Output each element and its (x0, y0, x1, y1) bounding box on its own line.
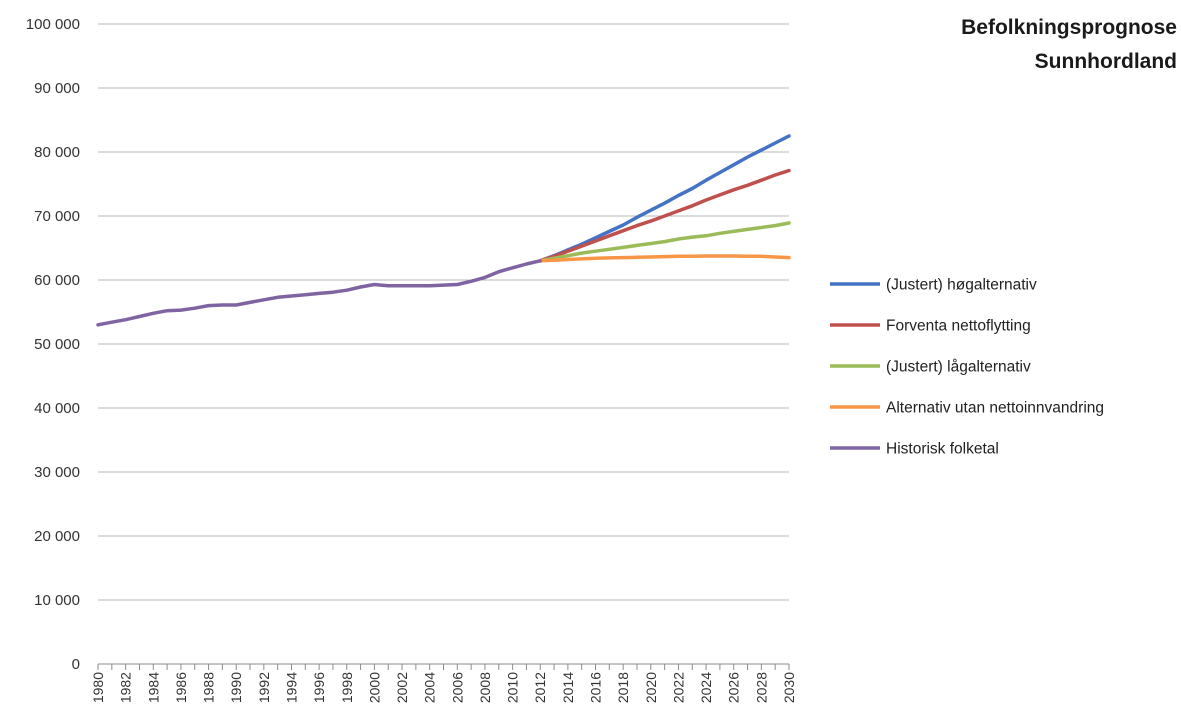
y-tick-label: 50 000 (34, 336, 80, 353)
y-tick-label: 40 000 (34, 400, 80, 417)
y-tick-label: 70 000 (34, 208, 80, 225)
chart-title-line-1: Befolkningsprognose (961, 16, 1177, 39)
x-tick-label: 2022 (670, 672, 686, 703)
x-tick-label: 1986 (173, 672, 189, 703)
x-tick-label: 2016 (588, 672, 604, 703)
series-line-3 (538, 254, 791, 263)
x-tick-label: 1992 (256, 672, 272, 703)
x-tick-label: 2028 (753, 672, 769, 703)
x-tick-label: 2018 (615, 672, 631, 703)
x-tick-label: 2012 (532, 672, 548, 703)
y-axis-tick-labels: 0 10 000 20 000 30 000 40 000 50 000 60 000 70 … (26, 16, 80, 673)
chart-title-line-2: Sunnhordland (1035, 50, 1177, 73)
legend-label-2: (Justert) lågalternativ (886, 359, 1031, 376)
x-tick-label: 2004 (422, 672, 438, 703)
x-tick-label: 2008 (477, 672, 493, 703)
y-tick-label: 30 000 (34, 464, 80, 481)
series-line-4 (96, 259, 542, 327)
x-tick-label: 2002 (394, 672, 410, 703)
x-tick-label: 2026 (726, 672, 742, 703)
x-tick-label: 1990 (228, 672, 244, 703)
series-line-0 (538, 134, 791, 263)
legend-label-4: Historisk folketal (886, 441, 999, 458)
x-tick-label: 2024 (698, 672, 714, 703)
y-tick-label: 100 000 (26, 16, 80, 33)
x-tick-label: 1980 (90, 672, 106, 703)
y-tick-label: 10 000 (34, 592, 80, 609)
y-tick-label: 60 000 (34, 272, 80, 289)
x-tick-label: 2020 (643, 672, 659, 703)
x-tick-label: 2000 (366, 672, 382, 703)
x-tick-label: 1984 (145, 672, 161, 703)
legend-label-0: (Justert) høgalternativ (886, 277, 1037, 294)
y-tick-label: 0 (72, 656, 80, 673)
x-tick-label: 2006 (449, 672, 465, 703)
series-lines (96, 134, 791, 327)
legend-label-3: Alternativ utan nettoinnvandring (886, 400, 1104, 417)
x-tick-label: 1988 (201, 672, 217, 703)
x-tick-label: 2010 (505, 672, 521, 703)
x-tick-label: 1996 (311, 672, 327, 703)
x-tick-label: 1994 (283, 672, 299, 703)
x-tick-label: 1982 (118, 672, 134, 703)
x-axis-tick-labels: 1980 1982 1984 1986 1988 1990 1992 1994 1996 1998… (90, 672, 797, 703)
axes (97, 663, 790, 670)
y-tick-label: 90 000 (34, 80, 80, 97)
legend: (Justert) høgalternativ Forventa nettofly… (830, 277, 1104, 458)
series-line-2 (538, 221, 791, 263)
y-tick-label: 80 000 (34, 144, 80, 161)
gridlines (98, 23, 789, 601)
y-tick-label: 20 000 (34, 528, 80, 545)
x-tick-label: 2014 (560, 672, 576, 703)
x-tick-label: 1998 (339, 672, 355, 703)
x-tick-label: 2030 (781, 672, 797, 703)
series-line-1 (538, 168, 791, 263)
legend-label-1: Forventa nettoflytting (886, 318, 1031, 335)
